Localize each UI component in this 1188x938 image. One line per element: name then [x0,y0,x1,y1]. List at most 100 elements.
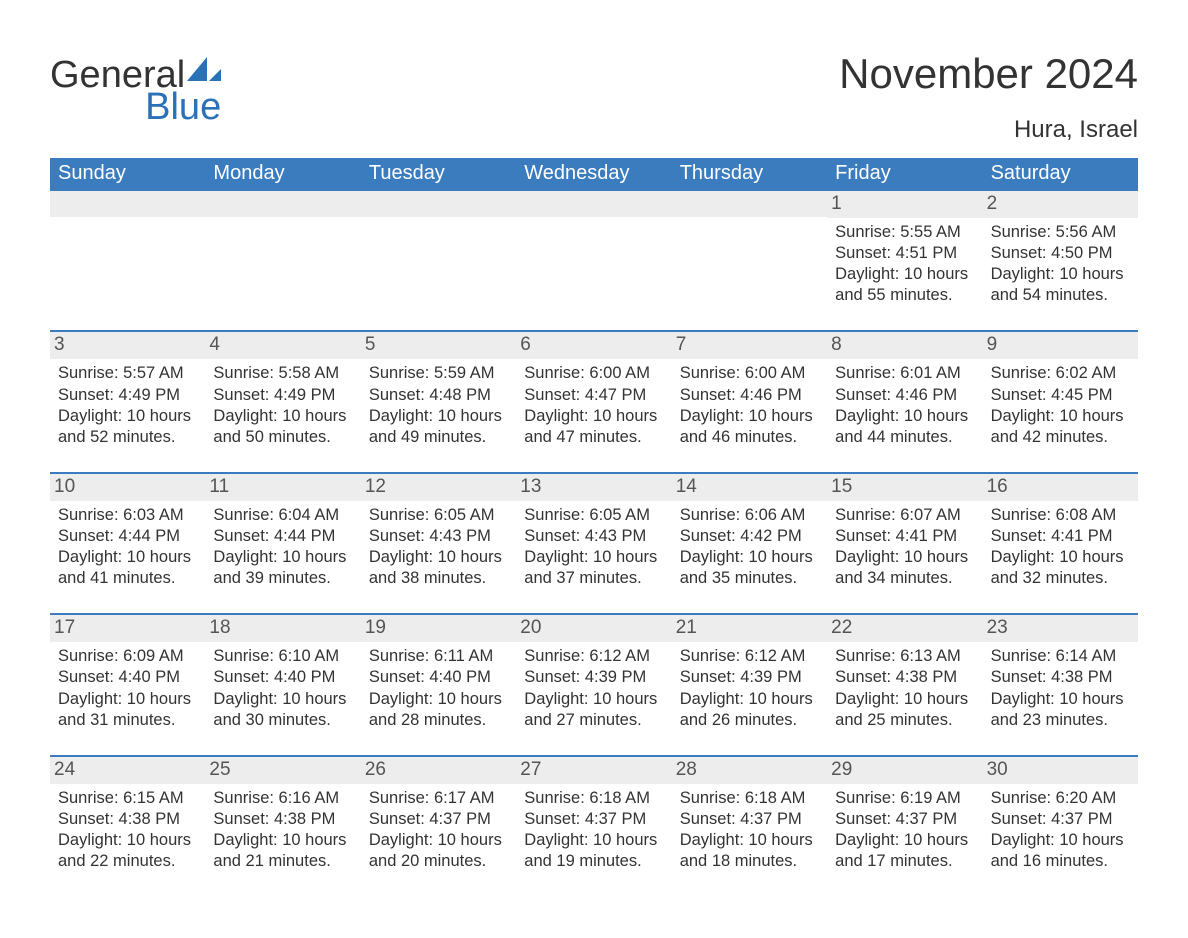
day-cell [516,191,671,312]
day-number: 1 [827,191,982,218]
sunrise-text: Sunrise: 6:04 AM [213,505,354,526]
sunset-text: Sunset: 4:37 PM [835,809,976,830]
daylight-text: Daylight: 10 hours and 31 minutes. [58,689,199,731]
day-cell: 2Sunrise: 5:56 AMSunset: 4:50 PMDaylight… [983,191,1138,312]
day-number: 28 [672,757,827,784]
day-number: 29 [827,757,982,784]
day-details: Sunrise: 6:14 AMSunset: 4:38 PMDaylight:… [989,646,1132,730]
day-details: Sunrise: 5:55 AMSunset: 4:51 PMDaylight:… [833,222,976,306]
day-details: Sunrise: 6:08 AMSunset: 4:41 PMDaylight:… [989,505,1132,589]
day-cell: 22Sunrise: 6:13 AMSunset: 4:38 PMDayligh… [827,615,982,736]
weekday-header: Tuesday [361,158,516,191]
day-cell: 23Sunrise: 6:14 AMSunset: 4:38 PMDayligh… [983,615,1138,736]
daylight-text: Daylight: 10 hours and 26 minutes. [680,689,821,731]
day-cell: 10Sunrise: 6:03 AMSunset: 4:44 PMDayligh… [50,474,205,595]
sunrise-text: Sunrise: 6:12 AM [524,646,665,667]
day-number: 26 [361,757,516,784]
day-details: Sunrise: 6:00 AMSunset: 4:46 PMDaylight:… [678,363,821,447]
day-cell: 27Sunrise: 6:18 AMSunset: 4:37 PMDayligh… [516,757,671,878]
sunrise-text: Sunrise: 5:59 AM [369,363,510,384]
sunrise-text: Sunrise: 6:00 AM [524,363,665,384]
day-cell [50,191,205,312]
empty-day-strip [205,191,360,217]
sunrise-text: Sunrise: 6:03 AM [58,505,199,526]
sunrise-text: Sunrise: 5:56 AM [991,222,1132,243]
day-details: Sunrise: 6:04 AMSunset: 4:44 PMDaylight:… [211,505,354,589]
daylight-text: Daylight: 10 hours and 17 minutes. [835,830,976,872]
sunset-text: Sunset: 4:40 PM [369,667,510,688]
sunrise-text: Sunrise: 5:55 AM [835,222,976,243]
day-details: Sunrise: 6:07 AMSunset: 4:41 PMDaylight:… [833,505,976,589]
calendar-grid: SundayMondayTuesdayWednesdayThursdayFrid… [50,158,1138,878]
sunset-text: Sunset: 4:38 PM [991,667,1132,688]
day-cell: 13Sunrise: 6:05 AMSunset: 4:43 PMDayligh… [516,474,671,595]
day-details: Sunrise: 6:18 AMSunset: 4:37 PMDaylight:… [678,788,821,872]
day-cell: 18Sunrise: 6:10 AMSunset: 4:40 PMDayligh… [205,615,360,736]
weekday-header: Monday [205,158,360,191]
sunset-text: Sunset: 4:43 PM [369,526,510,547]
sunset-text: Sunset: 4:38 PM [213,809,354,830]
day-number: 3 [50,332,205,359]
daylight-text: Daylight: 10 hours and 20 minutes. [369,830,510,872]
sunrise-text: Sunrise: 6:12 AM [680,646,821,667]
daylight-text: Daylight: 10 hours and 39 minutes. [213,547,354,589]
sunrise-text: Sunrise: 5:58 AM [213,363,354,384]
daylight-text: Daylight: 10 hours and 37 minutes. [524,547,665,589]
weekday-header: Friday [827,158,982,191]
day-details: Sunrise: 5:56 AMSunset: 4:50 PMDaylight:… [989,222,1132,306]
day-details: Sunrise: 6:12 AMSunset: 4:39 PMDaylight:… [522,646,665,730]
sunset-text: Sunset: 4:49 PM [213,385,354,406]
day-number: 18 [205,615,360,642]
daylight-text: Daylight: 10 hours and 21 minutes. [213,830,354,872]
header: General Blue November 2024 Hura, Israel [50,50,1138,144]
daylight-text: Daylight: 10 hours and 44 minutes. [835,406,976,448]
day-cell: 24Sunrise: 6:15 AMSunset: 4:38 PMDayligh… [50,757,205,878]
day-number: 6 [516,332,671,359]
day-cell [205,191,360,312]
sunset-text: Sunset: 4:43 PM [524,526,665,547]
sunset-text: Sunset: 4:39 PM [680,667,821,688]
day-details: Sunrise: 6:01 AMSunset: 4:46 PMDaylight:… [833,363,976,447]
day-number: 15 [827,474,982,501]
day-details: Sunrise: 6:11 AMSunset: 4:40 PMDaylight:… [367,646,510,730]
day-details: Sunrise: 6:06 AMSunset: 4:42 PMDaylight:… [678,505,821,589]
daylight-text: Daylight: 10 hours and 28 minutes. [369,689,510,731]
daylight-text: Daylight: 10 hours and 23 minutes. [991,689,1132,731]
day-cell [361,191,516,312]
day-cell: 6Sunrise: 6:00 AMSunset: 4:47 PMDaylight… [516,332,671,453]
day-number: 16 [983,474,1138,501]
day-cell: 26 Sunrise: 6:17 AMSunset: 4:37 PMDayligh… [361,757,516,878]
empty-day-strip [672,191,827,217]
day-cell: 1 Sunrise: 5:55 AMSunset: 4:51 PMDaylight… [827,191,982,312]
day-cell: 29Sunrise: 6:19 AMSunset: 4:37 PMDayligh… [827,757,982,878]
day-cell: 20Sunrise: 6:12 AMSunset: 4:39 PMDayligh… [516,615,671,736]
day-cell: 12Sunrise: 6:05 AMSunset: 4:43 PMDayligh… [361,474,516,595]
day-details: Sunrise: 6:05 AMSunset: 4:43 PMDaylight:… [522,505,665,589]
day-cell: 25 Sunrise: 6:16 AMSunset: 4:38 PMDayligh… [205,757,360,878]
daylight-text: Daylight: 10 hours and 41 minutes. [58,547,199,589]
sunset-text: Sunset: 4:49 PM [58,385,199,406]
day-cell: 5Sunrise: 5:59 AMSunset: 4:48 PMDaylight… [361,332,516,453]
week-row: 1 Sunrise: 5:55 AMSunset: 4:51 PMDaylight… [50,191,1138,312]
day-details: Sunrise: 6:02 AMSunset: 4:45 PMDaylight:… [989,363,1132,447]
weeks-container: 1 Sunrise: 5:55 AMSunset: 4:51 PMDaylight… [50,191,1138,878]
day-details: Sunrise: 6:16 AMSunset: 4:38 PMDaylight:… [211,788,354,872]
sunrise-text: Sunrise: 6:18 AM [680,788,821,809]
day-details: Sunrise: 6:17 AMSunset: 4:37 PMDaylight:… [367,788,510,872]
daylight-text: Daylight: 10 hours and 52 minutes. [58,406,199,448]
sail-icon [187,50,221,88]
sunset-text: Sunset: 4:41 PM [991,526,1132,547]
day-number: 11 [205,474,360,501]
month-title: November 2024 [839,50,1138,98]
day-number: 9 [983,332,1138,359]
weekday-header: Wednesday [516,158,671,191]
day-number: 17 [50,615,205,642]
day-cell: 11 Sunrise: 6:04 AMSunset: 4:44 PMDayligh… [205,474,360,595]
sunset-text: Sunset: 4:38 PM [58,809,199,830]
daylight-text: Daylight: 10 hours and 32 minutes. [991,547,1132,589]
day-cell [672,191,827,312]
sunset-text: Sunset: 4:37 PM [524,809,665,830]
title-block: November 2024 Hura, Israel [839,50,1138,144]
day-number: 25 [205,757,360,784]
day-cell: 3Sunrise: 5:57 AMSunset: 4:49 PMDaylight… [50,332,205,453]
